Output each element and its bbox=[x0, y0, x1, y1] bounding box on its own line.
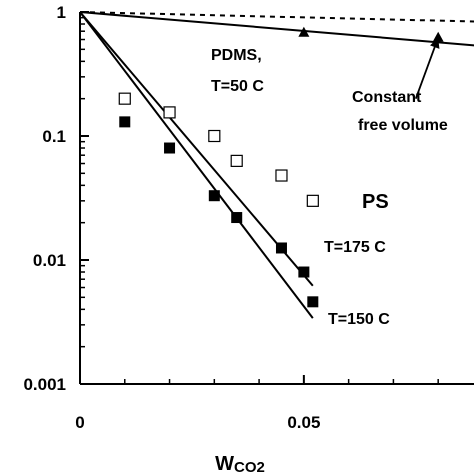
data-point-open-square bbox=[306, 194, 319, 207]
axes bbox=[79, 12, 474, 385]
annotation-ps: PS bbox=[362, 191, 389, 213]
annotation-pdms-1: PDMS, bbox=[211, 47, 262, 64]
data-point-filled-square bbox=[298, 266, 310, 278]
data-point-open-square bbox=[230, 154, 243, 167]
fit-line bbox=[79, 11, 474, 47]
annotation-pdms-2: T=50 C bbox=[211, 78, 264, 95]
data-point-filled-square bbox=[231, 212, 243, 224]
y-tick-label: 0.001 bbox=[23, 375, 66, 394]
fit-line bbox=[79, 11, 314, 319]
data-point-filled-square bbox=[119, 116, 131, 128]
x-tick-label: 0.05 bbox=[287, 413, 320, 432]
y-tick-label: 0.1 bbox=[42, 127, 66, 146]
data-point-open-square bbox=[208, 129, 221, 143]
x-axis-label: WCO2 bbox=[215, 453, 265, 474]
data-point-filled-square bbox=[307, 296, 319, 308]
data-point-triangle bbox=[432, 31, 444, 42]
data-point-filled-square bbox=[208, 190, 220, 202]
data-point-open-square bbox=[163, 106, 176, 119]
x-tick-label: 0 bbox=[75, 413, 84, 432]
annotation-t175: T=175 C bbox=[324, 239, 386, 256]
x-axis-label-main: W bbox=[215, 453, 234, 474]
annotation-t150: T=150 C bbox=[328, 311, 390, 328]
annotation-cfv-2: free volume bbox=[358, 117, 448, 134]
fit-lines bbox=[79, 11, 474, 319]
arrow bbox=[414, 37, 440, 99]
y-tick-label: 0.01 bbox=[33, 251, 66, 270]
data-point-filled-square bbox=[275, 242, 287, 254]
data-points bbox=[118, 26, 444, 308]
arrow-shaft bbox=[414, 37, 440, 99]
arrow-head bbox=[430, 37, 440, 49]
x-axis-label-sub: CO2 bbox=[234, 459, 265, 474]
data-point-open-square bbox=[275, 169, 288, 182]
annotation-cfv-1: Constant bbox=[352, 89, 422, 106]
data-point-filled-square bbox=[164, 142, 176, 154]
data-point-triangle bbox=[298, 26, 310, 37]
y-tick-label: 1 bbox=[57, 3, 66, 22]
data-point-open-square bbox=[118, 92, 131, 105]
tick-labels: 0.001 0.01 0.1 1 0 0.05 bbox=[23, 3, 320, 432]
fit-line bbox=[79, 11, 314, 287]
